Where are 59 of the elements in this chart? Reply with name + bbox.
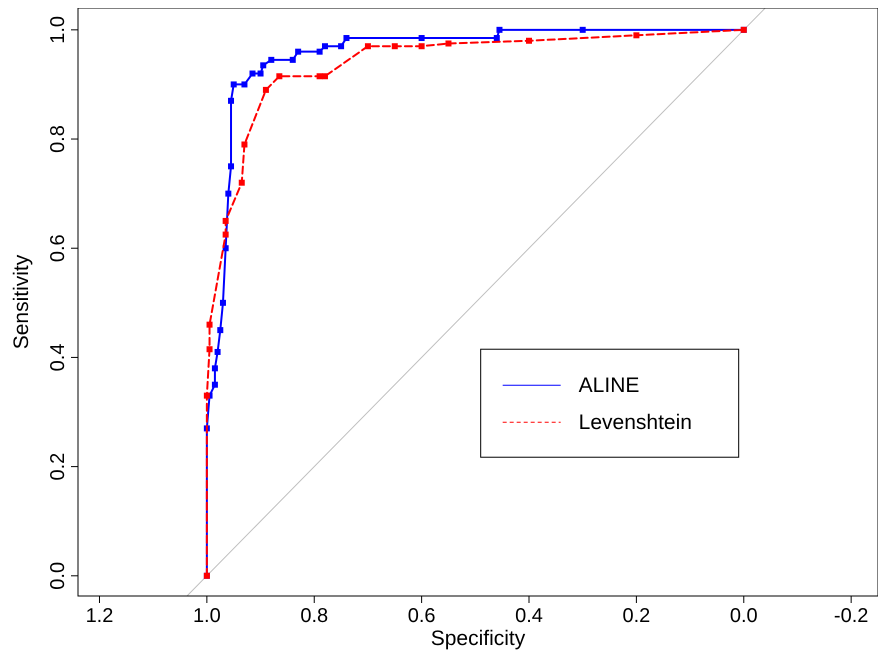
point bbox=[212, 365, 218, 372]
point bbox=[343, 35, 350, 42]
point bbox=[228, 163, 234, 170]
point bbox=[206, 346, 213, 352]
point bbox=[260, 62, 266, 68]
point bbox=[322, 73, 328, 80]
point bbox=[212, 382, 218, 388]
point bbox=[496, 26, 502, 33]
point bbox=[392, 43, 398, 50]
point bbox=[268, 56, 274, 63]
point bbox=[220, 300, 226, 306]
x-tick-label: 0.0 bbox=[730, 605, 758, 627]
point bbox=[241, 81, 248, 88]
x-tick-label: 1.0 bbox=[192, 605, 221, 627]
point bbox=[295, 48, 302, 55]
x-axis-title: Specificity bbox=[430, 627, 526, 650]
y-tick-label: 1.0 bbox=[47, 16, 69, 44]
point bbox=[225, 190, 232, 197]
point bbox=[316, 48, 323, 55]
x-tick-label: 0.6 bbox=[408, 605, 436, 627]
x-tick-label: 0.4 bbox=[515, 605, 543, 627]
y-tick-label: 0.6 bbox=[47, 234, 69, 262]
x-tick-label: 1.2 bbox=[86, 605, 114, 627]
point bbox=[249, 70, 256, 77]
point bbox=[445, 40, 452, 46]
point bbox=[238, 180, 245, 186]
point bbox=[418, 35, 425, 42]
y-tick-label: 0.2 bbox=[47, 452, 69, 481]
point bbox=[262, 86, 269, 93]
point bbox=[222, 218, 229, 224]
x-tick-label: 0.8 bbox=[300, 605, 328, 627]
y-axis-title: Sensitivity bbox=[10, 254, 33, 350]
point bbox=[338, 43, 344, 50]
point bbox=[217, 327, 224, 334]
point bbox=[204, 392, 210, 399]
legend-label: Levenshtein bbox=[578, 411, 692, 434]
point bbox=[230, 81, 237, 88]
point bbox=[316, 73, 323, 80]
point bbox=[258, 70, 264, 77]
x-tick-label: -0.2 bbox=[834, 605, 868, 627]
point bbox=[222, 232, 229, 238]
point bbox=[276, 73, 282, 80]
point bbox=[418, 43, 425, 50]
point bbox=[206, 322, 213, 328]
y-tick-label: 0.0 bbox=[47, 562, 69, 590]
x-tick-label: 0.2 bbox=[622, 605, 650, 627]
point bbox=[526, 38, 532, 44]
point bbox=[322, 43, 328, 50]
y-tick-label: 0.8 bbox=[47, 125, 69, 153]
point bbox=[633, 32, 640, 38]
point bbox=[580, 26, 586, 33]
point bbox=[290, 56, 296, 63]
legend-label: ALINE bbox=[578, 374, 640, 398]
point bbox=[228, 98, 234, 104]
point bbox=[214, 348, 221, 355]
point bbox=[494, 35, 500, 42]
y-tick-label: 0.4 bbox=[47, 344, 69, 372]
point bbox=[364, 43, 371, 50]
point bbox=[241, 141, 248, 148]
